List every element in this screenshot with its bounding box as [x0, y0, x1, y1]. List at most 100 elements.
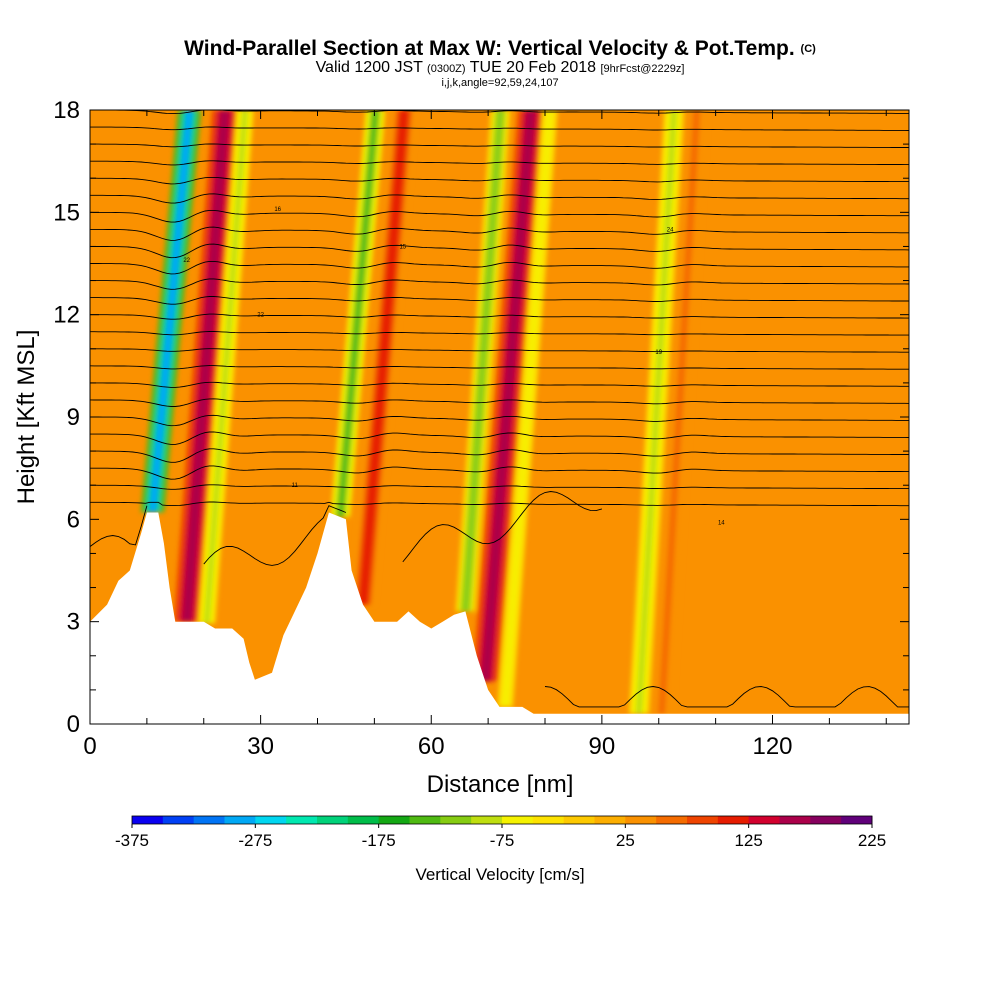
velocity-band-7-2 — [502, 110, 553, 707]
grid-indices: i,j,k,angle=92,59,24,107 — [441, 77, 559, 89]
theta-contour-1 — [90, 484, 909, 490]
terrain-mask — [90, 512, 909, 724]
contour-label: 22 — [183, 258, 190, 264]
colorbar-tick-label: 125 — [734, 831, 762, 850]
colorbar-swatch — [594, 816, 626, 824]
terrain — [90, 512, 909, 724]
theta-contour-5 — [90, 414, 909, 427]
forecast-info: [9hrFcst@2229z] — [600, 63, 685, 75]
velocity-band-8-2 — [635, 110, 678, 714]
contour-label: 11 — [292, 483, 299, 489]
velocity-band-5-2 — [462, 110, 504, 612]
colorbar-swatch — [409, 816, 441, 824]
contour-label: 24 — [667, 227, 674, 233]
x-tick-label: 60 — [418, 733, 445, 760]
colorbar-swatch — [132, 816, 164, 824]
theta-contour-11 — [90, 313, 909, 320]
chart-subtitle: Valid 1200 JST (0300Z) TUE 20 Feb 2018 [… — [0, 60, 1000, 77]
title-main: Wind-Parallel Section at Max W: Vertical… — [184, 37, 795, 60]
colorbar-label: Vertical Velocity [cm/s] — [415, 865, 584, 884]
colorbar-swatch — [502, 816, 534, 824]
colorbar-swatch — [656, 816, 688, 824]
x-axis: 0 30 60 90 120 — [83, 110, 887, 760]
y-tick-label: 0 — [67, 711, 80, 738]
theta-contour-18 — [90, 193, 909, 204]
colorbar-swatch — [625, 816, 657, 824]
chart-title: Wind-Parallel Section at Max W: Vertical… — [0, 36, 1000, 62]
velocity-band-9-2 — [658, 110, 701, 714]
theta-contour-9 — [90, 348, 909, 353]
y-tick-label: 9 — [67, 404, 80, 431]
colorbar-swatch — [532, 816, 565, 824]
theta-contour-low-1 — [203, 505, 347, 566]
colorbar-swatch — [471, 816, 503, 824]
theta-contour-22 — [90, 126, 909, 131]
colorbar-tick-label: -75 — [490, 831, 515, 850]
theta-contour-low-3 — [544, 686, 909, 708]
colorbar-swatch — [378, 816, 410, 824]
colorbar-swatch — [286, 816, 318, 824]
theta-contour-12 — [90, 296, 909, 305]
theta-contour-20 — [90, 160, 909, 166]
valid-utc: (0300Z) — [427, 63, 466, 75]
theta-contour-15 — [90, 243, 909, 259]
contour-label: 16 — [274, 207, 281, 213]
velocity-band-4-2 — [359, 110, 408, 605]
colorbar-swatch — [162, 816, 195, 824]
colorbar-swatch — [563, 816, 595, 824]
x-tick-label: 120 — [752, 733, 792, 760]
theta-contour-16 — [90, 226, 909, 241]
theta-contour-6 — [90, 398, 909, 407]
colorbar-swatch — [687, 816, 719, 824]
theta-contour-10 — [90, 331, 909, 336]
title-copyright: (C) — [800, 43, 816, 55]
contour-label: 14 — [718, 521, 725, 527]
y-axis: 0 3 6 9 12 15 18 — [53, 97, 909, 738]
colorbar: -375 -275 -175 -75 25 125 225 — [115, 815, 886, 850]
chart-title-block: Wind-Parallel Section at Max W: Vertical… — [0, 36, 1000, 89]
theta-contour-2 — [90, 465, 909, 480]
colorbar-tick-label: 225 — [858, 831, 886, 850]
colorbar-swatch — [255, 816, 287, 824]
velocity-band-6-2 — [481, 110, 536, 682]
contour-label: 19 — [655, 350, 662, 356]
colorbar-swatch — [317, 816, 349, 824]
theta-contour-4 — [90, 431, 909, 445]
colorbar-tick-label: -275 — [238, 831, 272, 850]
theta-contour-7 — [90, 381, 909, 388]
x-tick-label: 90 — [589, 733, 616, 760]
colorbar-tick-label: -175 — [362, 831, 396, 850]
potential-temperature-contours: 16 15 24 22 22 19 11 14 — [90, 110, 909, 708]
theta-contour-0 — [90, 501, 909, 507]
y-axis-label: Height [Kft MSL] — [13, 330, 40, 505]
theta-contour-17 — [90, 209, 909, 223]
valid-date: TUE 20 Feb 2018 — [469, 59, 597, 76]
colorbar-tick-label: 25 — [616, 831, 635, 850]
colorbar-swatch — [193, 816, 225, 824]
theta-contour-8 — [90, 365, 909, 370]
y-tick-label: 6 — [67, 506, 80, 533]
contour-label: 15 — [399, 244, 406, 250]
contour-label: 22 — [257, 313, 264, 319]
colorbar-tick-label: -375 — [115, 831, 149, 850]
colorbar-swatch — [841, 816, 873, 824]
y-tick-label: 15 — [53, 199, 80, 226]
theta-contour-3 — [90, 448, 909, 463]
velocity-band-3-2 — [337, 110, 379, 518]
colorbar-swatch — [748, 816, 780, 824]
y-tick-label: 18 — [53, 97, 80, 124]
theta-contour-low-2 — [402, 491, 603, 563]
colorbar-swatch — [440, 816, 472, 824]
y-tick-label: 3 — [67, 609, 80, 636]
x-axis-label: Distance [nm] — [427, 771, 574, 798]
theta-contour-13 — [90, 278, 909, 290]
colorbar-swatch — [347, 816, 380, 824]
velocity-band-0-2 — [148, 110, 194, 513]
theta-contour-21 — [90, 143, 909, 148]
colorbar-swatch — [224, 816, 256, 824]
x-tick-label: 30 — [247, 733, 274, 760]
valid-time: Valid 1200 JST — [315, 59, 423, 76]
colorbar-swatch — [779, 816, 811, 824]
colorbar-swatch — [717, 816, 750, 824]
